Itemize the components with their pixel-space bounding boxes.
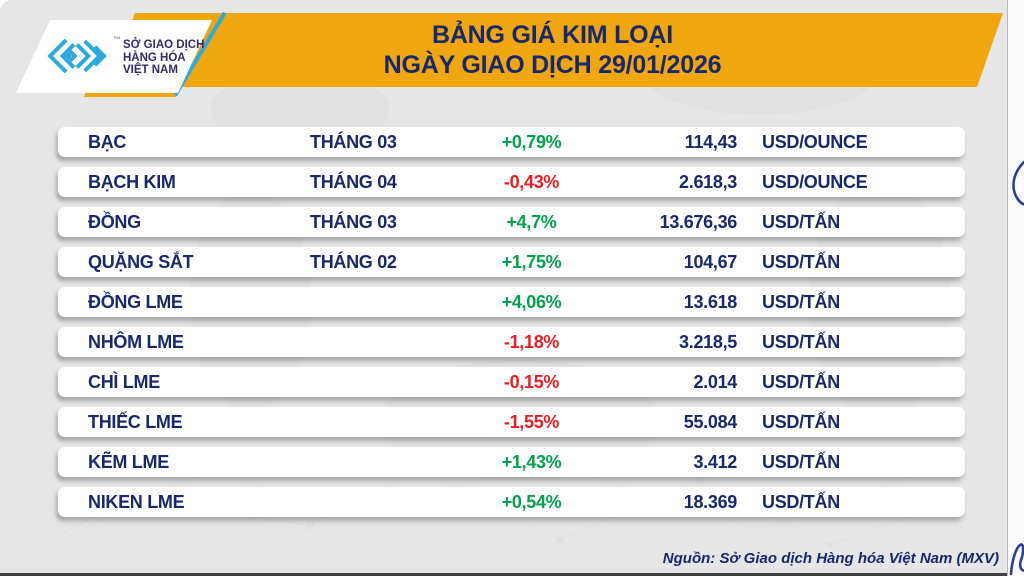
change-percent: +4,06% [501,291,562,312]
table-row: ĐỒNG THÁNG 03 +4,7% 13.676,36 USD/TẤN [58,207,965,237]
commodity-name: BẠCH KIM [88,171,176,192]
commodity-name: NIKEN LME [88,491,185,512]
script-fragments-icon [1009,160,1024,576]
header-banner [109,13,1003,87]
commodity-name: THIẾC LME [88,411,183,432]
price-value: 13.676,36 [659,211,738,232]
table-row: NIKEN LME +0,54% 18.369 USD/TẤN [58,487,965,517]
table-row: KẼM LME +1,43% 3.412 USD/TẤN [58,447,965,477]
price-value: 55.084 [683,411,738,432]
table-row: BẠC THÁNG 03 +0,79% 114,43 USD/OUNCE [58,127,965,157]
trademark-symbol: ™ [113,35,121,44]
change-percent: +1,43% [501,451,562,472]
change-percent: -1,55% [503,411,560,432]
contract-month: THÁNG 04 [310,171,397,192]
unit-label: USD/OUNCE [762,171,868,192]
commodity-name: QUẶNG SẮT [88,251,194,272]
price-value: 2.014 [693,371,737,392]
source-credit: Nguồn: Sở Giao dịch Hàng hóa Việt Nam (M… [662,550,999,567]
table-row: THIẾC LME -1,55% 55.084 USD/TẤN [58,407,965,437]
page-title: BẢNG GIÁ KIM LOẠI NGÀY GIAO DỊCH 29/01/2… [105,20,1000,80]
commodity-name: ĐỒNG [88,211,141,232]
table-row: QUẶNG SẮT THÁNG 02 +1,75% 104,67 USD/TẤN [58,247,965,277]
unit-label: USD/TẤN [762,411,840,432]
mxv-logo-wordmark: SỞ GIAO DỊCH HÀNG HÓA VIỆT NAM [123,39,204,77]
change-percent: +0,79% [501,131,562,152]
logo-text-line2: HÀNG HÓA [123,51,186,64]
price-value: 13.618 [683,291,738,312]
unit-label: USD/TẤN [762,251,840,272]
price-value: 3.218,5 [679,331,737,352]
contract-month: THÁNG 03 [310,131,397,152]
price-value: 2.618,3 [679,171,737,192]
table-row: ĐỒNG LME +4,06% 13.618 USD/TẤN [58,287,965,317]
page-margin-strip [1007,0,1024,576]
contract-month: THÁNG 02 [310,251,397,272]
unit-label: USD/OUNCE [762,131,868,152]
price-value: 114,43 [684,131,738,152]
price-table: BẠC THÁNG 03 +0,79% 114,43 USD/OUNCE BẠC… [58,127,965,527]
price-value: 3.412 [693,451,737,472]
title-line1: BẢNG GIÁ KIM LOẠI [431,21,674,49]
title-line2: NGÀY GIAO DỊCH 29/01/2026 [383,51,722,79]
unit-label: USD/TẤN [762,331,840,352]
unit-label: USD/TẤN [762,491,840,512]
logo-text-line3: VIỆT NAM [123,64,178,76]
unit-label: USD/TẤN [762,291,840,312]
commodity-name: BẠC [88,131,127,152]
table-row: NHÔM LME -1,18% 3.218,5 USD/TẤN [58,327,965,357]
commodity-name: ĐỒNG LME [88,291,183,312]
change-percent: -0,15% [503,371,560,392]
price-value: 18.369 [683,491,738,512]
table-row: BẠCH KIM THÁNG 04 -0,43% 2.618,3 USD/OUN… [58,167,965,197]
change-percent: +0,54% [501,491,562,512]
mxv-logo-icon [47,38,107,74]
unit-label: USD/TẤN [762,451,840,472]
change-percent: +1,75% [501,251,562,272]
change-percent: -1,18% [503,331,560,352]
change-percent: -0,43% [503,171,560,192]
logo-text-line1: SỞ GIAO DỊCH [123,39,205,51]
commodity-name: NHÔM LME [88,331,184,352]
contract-month: THÁNG 03 [310,211,397,232]
commodity-name: CHÌ LME [88,371,160,392]
unit-label: USD/TẤN [762,211,840,232]
change-percent: +4,7% [506,211,557,232]
table-row: CHÌ LME -0,15% 2.014 USD/TẤN [58,367,965,397]
price-value: 104,67 [683,251,738,272]
commodity-name: KẼM LME [88,451,169,472]
unit-label: USD/TẤN [762,371,840,392]
